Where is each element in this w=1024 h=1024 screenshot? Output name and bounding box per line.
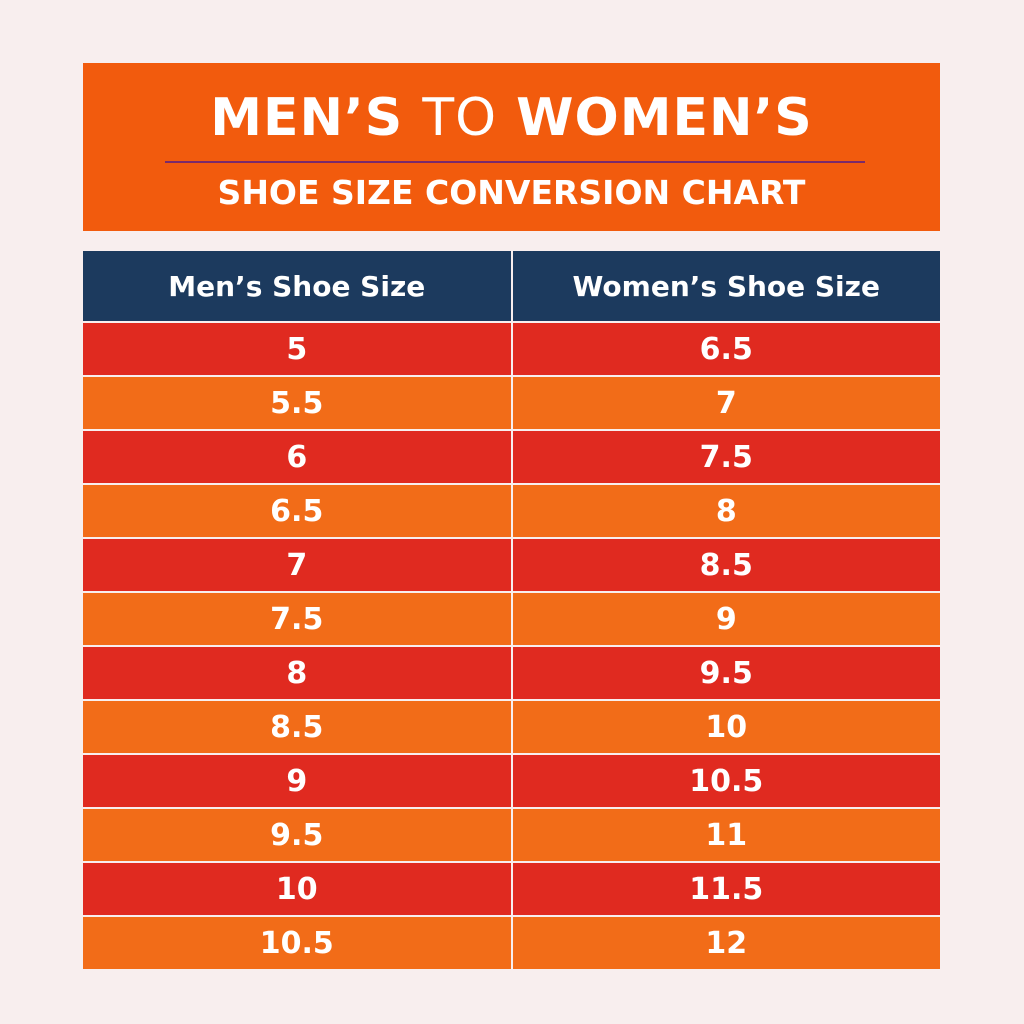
table-cell: 5.5 <box>83 377 511 429</box>
table-cell: 5 <box>83 323 511 375</box>
table-cell: 8.5 <box>510 539 940 591</box>
table-row: 6 7.5 <box>83 431 940 483</box>
header-cell: Men’s Shoe Size <box>83 251 511 321</box>
table-cell: 8.5 <box>83 701 511 753</box>
table: Men’s Shoe Size Women’s Shoe Size 5 6.5 5.5 7… <box>83 251 940 971</box>
table-cell: 7.5 <box>510 431 940 483</box>
table-row: 9.5 11 <box>83 809 940 861</box>
table-cell: 10 <box>510 701 940 753</box>
title-part: TO <box>422 88 498 148</box>
table-row: 10 11.5 <box>83 863 940 915</box>
table-cell: 11.5 <box>510 863 940 915</box>
table-cell: 7 <box>83 539 511 591</box>
table-cell: 12 <box>510 917 940 969</box>
title-part: WOMEN’S <box>516 88 813 148</box>
table-cell: 9.5 <box>510 647 940 699</box>
table-cell: 7 <box>510 377 940 429</box>
table-cell: 9 <box>510 593 940 645</box>
table-row: 7 8.5 <box>83 539 940 591</box>
table-cell: 6.5 <box>510 323 940 375</box>
table-cell: 10.5 <box>83 917 511 969</box>
table-row: 7.5 9 <box>83 593 940 645</box>
table-cell: 11 <box>510 809 940 861</box>
table-cell: 6.5 <box>83 485 511 537</box>
divider <box>165 161 865 163</box>
table-row: 5 6.5 <box>83 323 940 375</box>
table-row: 8 9.5 <box>83 647 940 699</box>
table-cell: 10.5 <box>510 755 940 807</box>
title: MEN’S TO WOMEN’S <box>83 88 940 148</box>
header-row: Men’s Shoe Size Women’s Shoe Size <box>83 251 940 321</box>
table-cell: 7.5 <box>83 593 511 645</box>
table-row: 10.5 12 <box>83 917 940 969</box>
table-cell: 8 <box>510 485 940 537</box>
table-cell: 10 <box>83 863 511 915</box>
subtitle: SHOE SIZE CONVERSION CHART <box>217 173 806 212</box>
table-row: 5.5 7 <box>83 377 940 429</box>
table-cell: 9.5 <box>83 809 511 861</box>
header-cell: Women’s Shoe Size <box>510 251 940 321</box>
title-banner: MEN’S TO WOMEN’S SHOE SIZE CONVERSION CH… <box>83 63 940 231</box>
table-cell: 9 <box>83 755 511 807</box>
table-cell: 8 <box>83 647 511 699</box>
table-row: 8.5 10 <box>83 701 940 753</box>
table-cell: 6 <box>83 431 511 483</box>
table-row: 9 10.5 <box>83 755 940 807</box>
title-part: MEN’S <box>210 88 404 148</box>
table-row: 6.5 8 <box>83 485 940 537</box>
